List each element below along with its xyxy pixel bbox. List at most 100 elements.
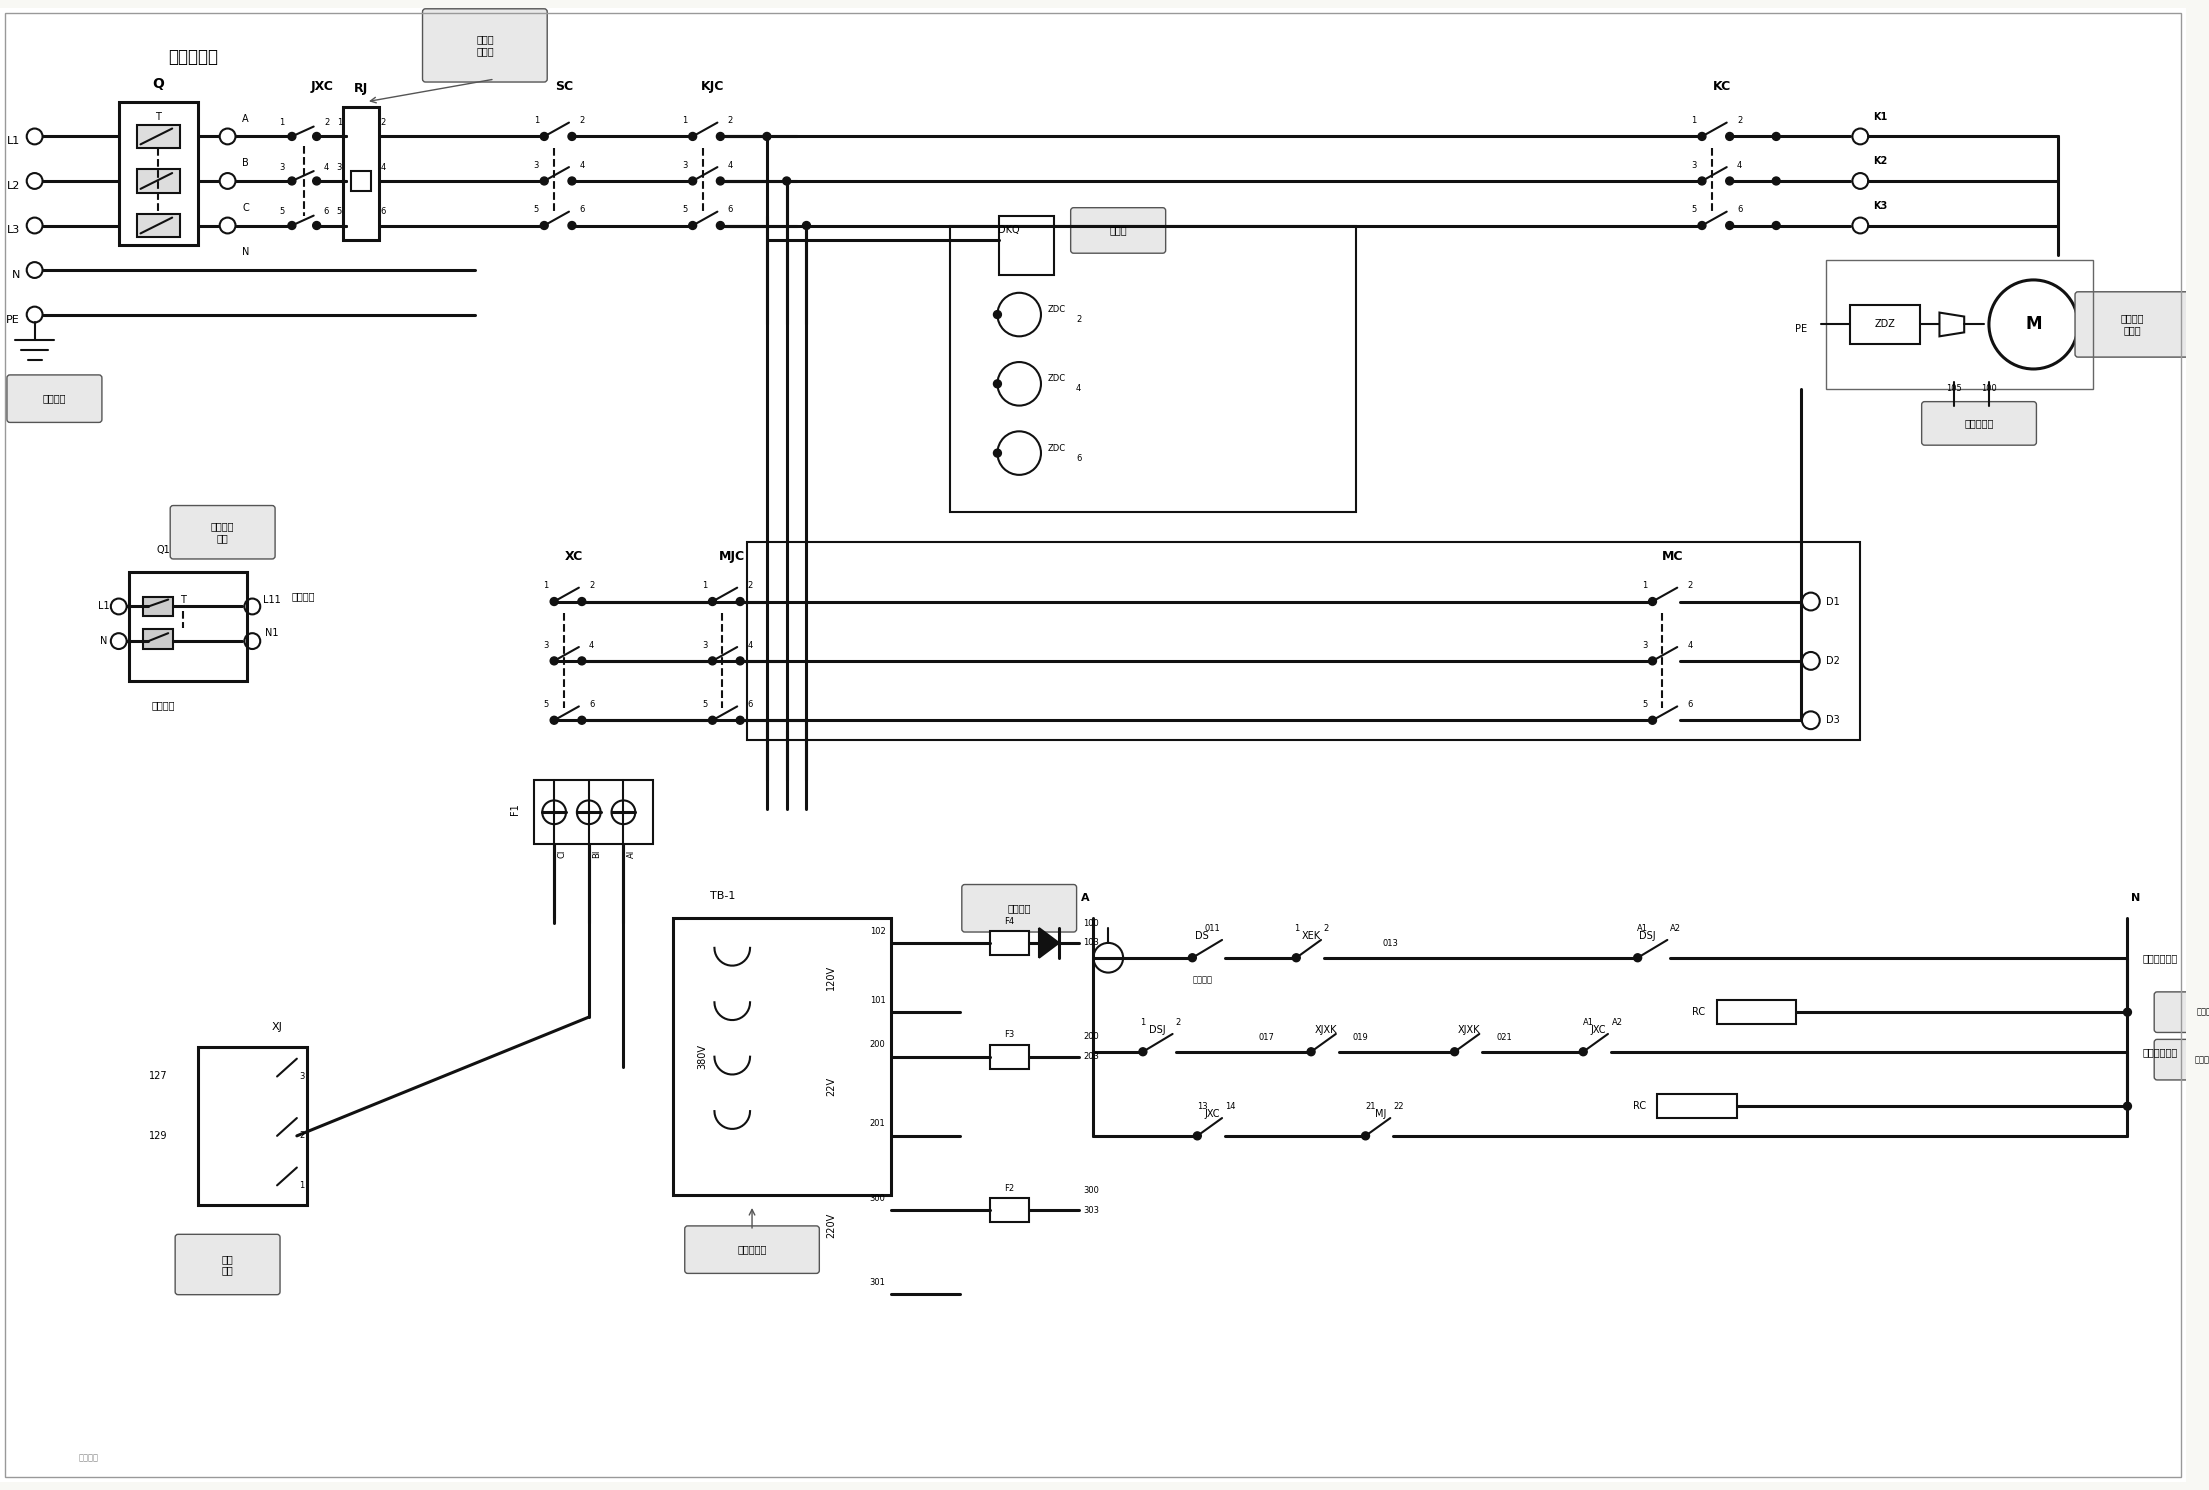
Circle shape	[994, 448, 1001, 457]
Text: ZDZ: ZDZ	[1875, 319, 1895, 329]
Bar	[119, 101, 199, 246]
Text: XJXK: XJXK	[1314, 1025, 1336, 1036]
Circle shape	[579, 717, 585, 724]
Circle shape	[1725, 222, 1734, 229]
Text: 6: 6	[1736, 206, 1743, 215]
Circle shape	[287, 133, 296, 140]
Text: 201: 201	[870, 1119, 886, 1128]
Text: 4: 4	[727, 161, 733, 170]
Circle shape	[1361, 1132, 1370, 1140]
Text: 1: 1	[1641, 581, 1648, 590]
Text: 2: 2	[325, 118, 329, 127]
Text: ZDC: ZDC	[1047, 444, 1067, 453]
Text: 129: 129	[148, 1131, 168, 1141]
Bar	[199, 1047, 307, 1205]
Text: 6: 6	[1688, 700, 1692, 709]
Text: 2: 2	[579, 116, 585, 125]
Text: 100: 100	[1085, 919, 1100, 928]
Text: T: T	[181, 595, 186, 605]
Text: 2: 2	[1076, 314, 1080, 323]
Text: 重复接地: 重复接地	[42, 393, 66, 404]
Text: K3: K3	[1873, 201, 1886, 210]
Circle shape	[802, 222, 811, 229]
Circle shape	[550, 597, 559, 605]
Text: 6: 6	[747, 700, 753, 709]
Circle shape	[568, 177, 577, 185]
FancyBboxPatch shape	[175, 1234, 281, 1295]
Text: 整流电路: 整流电路	[1007, 903, 1032, 913]
FancyBboxPatch shape	[1922, 402, 2037, 446]
Text: 021: 021	[1495, 1034, 1511, 1043]
FancyBboxPatch shape	[2154, 992, 2209, 1033]
Text: 2: 2	[1175, 1018, 1180, 1027]
Text: 4: 4	[325, 162, 329, 171]
Text: 5: 5	[1641, 700, 1648, 709]
Circle shape	[1648, 597, 1657, 605]
Text: 照明开关: 照明开关	[292, 592, 316, 602]
Text: L3: L3	[7, 225, 20, 235]
Text: ZDC: ZDC	[1047, 305, 1067, 314]
Text: DSJ: DSJ	[1639, 931, 1657, 942]
Text: 019: 019	[1352, 1034, 1367, 1043]
Text: 1: 1	[278, 118, 285, 127]
Text: XJXK: XJXK	[1458, 1025, 1480, 1036]
Text: B: B	[243, 158, 250, 168]
Text: 3: 3	[535, 161, 539, 170]
Circle shape	[1193, 1132, 1202, 1140]
Bar	[1825, 261, 2092, 389]
Circle shape	[1699, 177, 1705, 185]
Bar	[535, 779, 654, 843]
Text: 220V: 220V	[826, 1213, 837, 1238]
Text: A2: A2	[1613, 1018, 1624, 1027]
Text: Q1: Q1	[157, 545, 170, 556]
Text: 13: 13	[1197, 1101, 1208, 1110]
Circle shape	[579, 657, 585, 665]
Text: T: T	[155, 112, 161, 122]
Circle shape	[579, 597, 585, 605]
Circle shape	[736, 717, 744, 724]
Text: 013: 013	[1383, 939, 1398, 949]
Text: 5: 5	[683, 206, 687, 215]
Circle shape	[541, 177, 548, 185]
Text: DKQ: DKQ	[998, 225, 1021, 235]
Text: KC: KC	[1712, 80, 1732, 94]
Text: 4: 4	[579, 161, 585, 170]
Text: 4: 4	[590, 641, 594, 650]
Text: 1: 1	[535, 116, 539, 125]
Text: 1: 1	[336, 118, 342, 127]
Text: A1: A1	[1582, 1018, 1593, 1027]
Circle shape	[1451, 1047, 1458, 1056]
Bar	[342, 107, 380, 240]
Text: 电源变压器: 电源变压器	[738, 1244, 767, 1255]
Text: 吸收回路: 吸收回路	[2196, 1007, 2209, 1016]
Text: 120V: 120V	[826, 966, 837, 989]
Circle shape	[287, 177, 296, 185]
Circle shape	[1308, 1047, 1314, 1056]
Circle shape	[1772, 133, 1780, 140]
Circle shape	[1772, 177, 1780, 185]
Circle shape	[314, 177, 320, 185]
Text: 4: 4	[1736, 161, 1743, 170]
Circle shape	[2123, 1103, 2132, 1110]
Circle shape	[1188, 954, 1197, 961]
Text: 2: 2	[1688, 581, 1692, 590]
Text: ZDC: ZDC	[1047, 374, 1067, 383]
Text: 102: 102	[870, 927, 886, 936]
Text: A: A	[1080, 894, 1089, 903]
Bar	[950, 225, 1356, 513]
Text: 电抗器: 电抗器	[1109, 225, 1127, 235]
Text: 百度百科: 百度百科	[80, 1453, 99, 1462]
Text: PE: PE	[1796, 325, 1807, 334]
Text: A: A	[243, 113, 250, 124]
Circle shape	[541, 222, 548, 229]
Text: 到抱闸电路: 到抱闸电路	[1964, 419, 1995, 429]
Text: 4: 4	[1688, 641, 1692, 650]
Bar	[351, 171, 371, 191]
Text: XC: XC	[566, 550, 583, 563]
FancyBboxPatch shape	[2154, 1040, 2209, 1080]
Text: 照明开关: 照明开关	[152, 700, 175, 711]
Circle shape	[689, 133, 696, 140]
Bar	[998, 216, 1054, 276]
FancyBboxPatch shape	[170, 505, 276, 559]
Text: XEK: XEK	[1301, 931, 1321, 942]
